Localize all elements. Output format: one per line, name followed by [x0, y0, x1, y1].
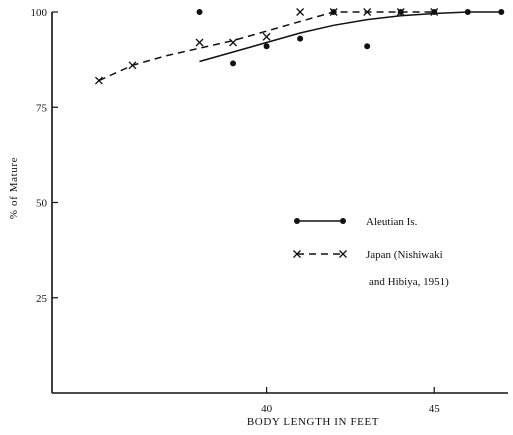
- legend-label: and Hibiya, 1951): [369, 276, 449, 288]
- fit-curves: [98, 11, 502, 82]
- x-ticks: 40 45: [261, 387, 440, 415]
- legend-marker: [293, 250, 301, 258]
- x-marker-stroke: [128, 61, 137, 70]
- series-2-point: [195, 38, 204, 47]
- legend: Aleutian Is. Japan (Nishiwaki and Hibiya, …: [293, 216, 449, 288]
- series-2-point: [363, 8, 372, 16]
- series-1-point: [297, 35, 304, 42]
- legend-marker: [339, 250, 347, 258]
- legend-entry-2: Japan (Nishiwaki and Hibiya, 1951): [293, 249, 449, 288]
- x-tick-label: 40: [261, 403, 273, 415]
- legend-label: Japan (Nishiwaki: [366, 249, 443, 261]
- series-1-point: [464, 9, 471, 15]
- x-marker-stroke: [296, 8, 305, 16]
- y-tick-label: 75: [36, 102, 48, 114]
- axes: [51, 12, 508, 394]
- series-2-point: [128, 61, 137, 70]
- series-1-point: [498, 9, 505, 15]
- x-marker-stroke: [363, 8, 372, 16]
- legend-marker: [294, 218, 300, 224]
- y-ticks: 100 75 50 25: [31, 7, 58, 305]
- series-2-point: [430, 8, 439, 16]
- series-1-point: [263, 43, 270, 50]
- series-2-curve: [98, 11, 435, 82]
- series-2-point: [329, 8, 338, 16]
- series-2-point: [296, 8, 305, 16]
- y-tick-label: 50: [36, 198, 48, 210]
- x-marker-stroke: [94, 76, 103, 85]
- x-marker-stroke: [396, 8, 405, 16]
- y-tick-label: 25: [36, 293, 48, 305]
- x-tick-label: 45: [429, 403, 441, 415]
- series-2-point: [229, 38, 238, 47]
- y-axis-label: % of Mature: [8, 157, 20, 219]
- legend-entry-1: Aleutian Is.: [294, 216, 418, 228]
- y-tick-label: 100: [31, 7, 48, 19]
- x-marker-stroke: [229, 38, 238, 47]
- data-points: [94, 8, 505, 85]
- legend-label: Aleutian Is.: [366, 216, 418, 228]
- series-1-point: [196, 9, 203, 15]
- x-marker-stroke: [329, 8, 338, 16]
- x-marker-stroke: [293, 250, 301, 258]
- x-marker-stroke: [339, 250, 347, 258]
- x-marker-stroke: [195, 38, 204, 47]
- series-1-curve: [199, 11, 502, 63]
- series-2-point: [396, 8, 405, 16]
- series-1-point: [230, 60, 237, 67]
- series-2-point: [262, 32, 271, 41]
- series-1-point: [364, 43, 371, 50]
- x-marker-stroke: [262, 32, 271, 41]
- legend-marker: [340, 218, 346, 224]
- series-2-point: [94, 76, 103, 85]
- x-marker-stroke: [430, 8, 439, 16]
- x-axis-label: BODY LENGTH IN FEET: [247, 416, 379, 428]
